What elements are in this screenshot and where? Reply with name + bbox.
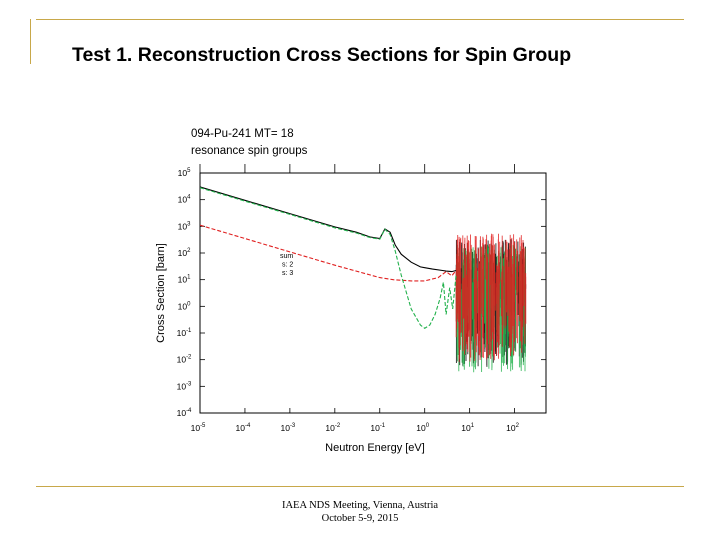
y-tick-label: 10-2 xyxy=(177,355,192,365)
bottom-accent-line xyxy=(36,486,684,487)
top-accent-line xyxy=(36,19,684,20)
y-tick-label: 10-4 xyxy=(177,408,192,418)
x-tick-label: 10-5 xyxy=(191,423,206,433)
y-tick-label: 101 xyxy=(178,275,191,285)
x-axis-label: Neutron Energy [eV] xyxy=(325,442,425,454)
y-tick-label: 10-1 xyxy=(177,328,192,338)
y-tick-label: 104 xyxy=(178,195,191,205)
y-tick-label: 102 xyxy=(178,248,191,258)
legend-entry-2: s: 3 xyxy=(282,270,293,277)
resonance-region xyxy=(455,233,527,373)
y-tick-label: 10-3 xyxy=(177,381,192,391)
series-line-0 xyxy=(200,186,457,273)
x-tick-label: 10-3 xyxy=(280,423,295,433)
chart-subtitle: resonance spin groups xyxy=(191,145,308,157)
x-tick-label: 10-2 xyxy=(325,423,340,433)
x-tick-label: 10-1 xyxy=(370,423,385,433)
left-accent-line xyxy=(30,19,31,64)
chart-title: 094-Pu-241 MT= 18 xyxy=(191,128,294,140)
legend-entry-1: s: 2 xyxy=(282,262,293,269)
x-tick-label: 101 xyxy=(461,423,474,433)
y-axis-label: Cross Section [barn] xyxy=(155,243,167,343)
slide-title: Test 1. Reconstruction Cross Sections fo… xyxy=(72,44,572,66)
footer-line-2: October 5-9, 2015 xyxy=(321,513,399,524)
y-tick-label: 100 xyxy=(178,301,191,311)
x-tick-label: 10-4 xyxy=(236,423,251,433)
plot-frame xyxy=(199,172,547,414)
y-tick-label: 103 xyxy=(178,221,191,231)
y-tick-label: 105 xyxy=(178,168,191,178)
legend-entry-0: sum xyxy=(280,253,293,260)
x-tick-label: 102 xyxy=(506,423,519,433)
footer: IAEA NDS Meeting, Vienna, Austria Octobe… xyxy=(210,499,510,525)
resonance-noise-2 xyxy=(455,233,527,362)
series-lines xyxy=(200,186,457,329)
x-tick-label: 100 xyxy=(416,423,429,433)
series-line-2 xyxy=(200,187,457,329)
footer-line-1: IAEA NDS Meeting, Vienna, Austria xyxy=(281,500,439,511)
series-line-1 xyxy=(200,224,457,282)
